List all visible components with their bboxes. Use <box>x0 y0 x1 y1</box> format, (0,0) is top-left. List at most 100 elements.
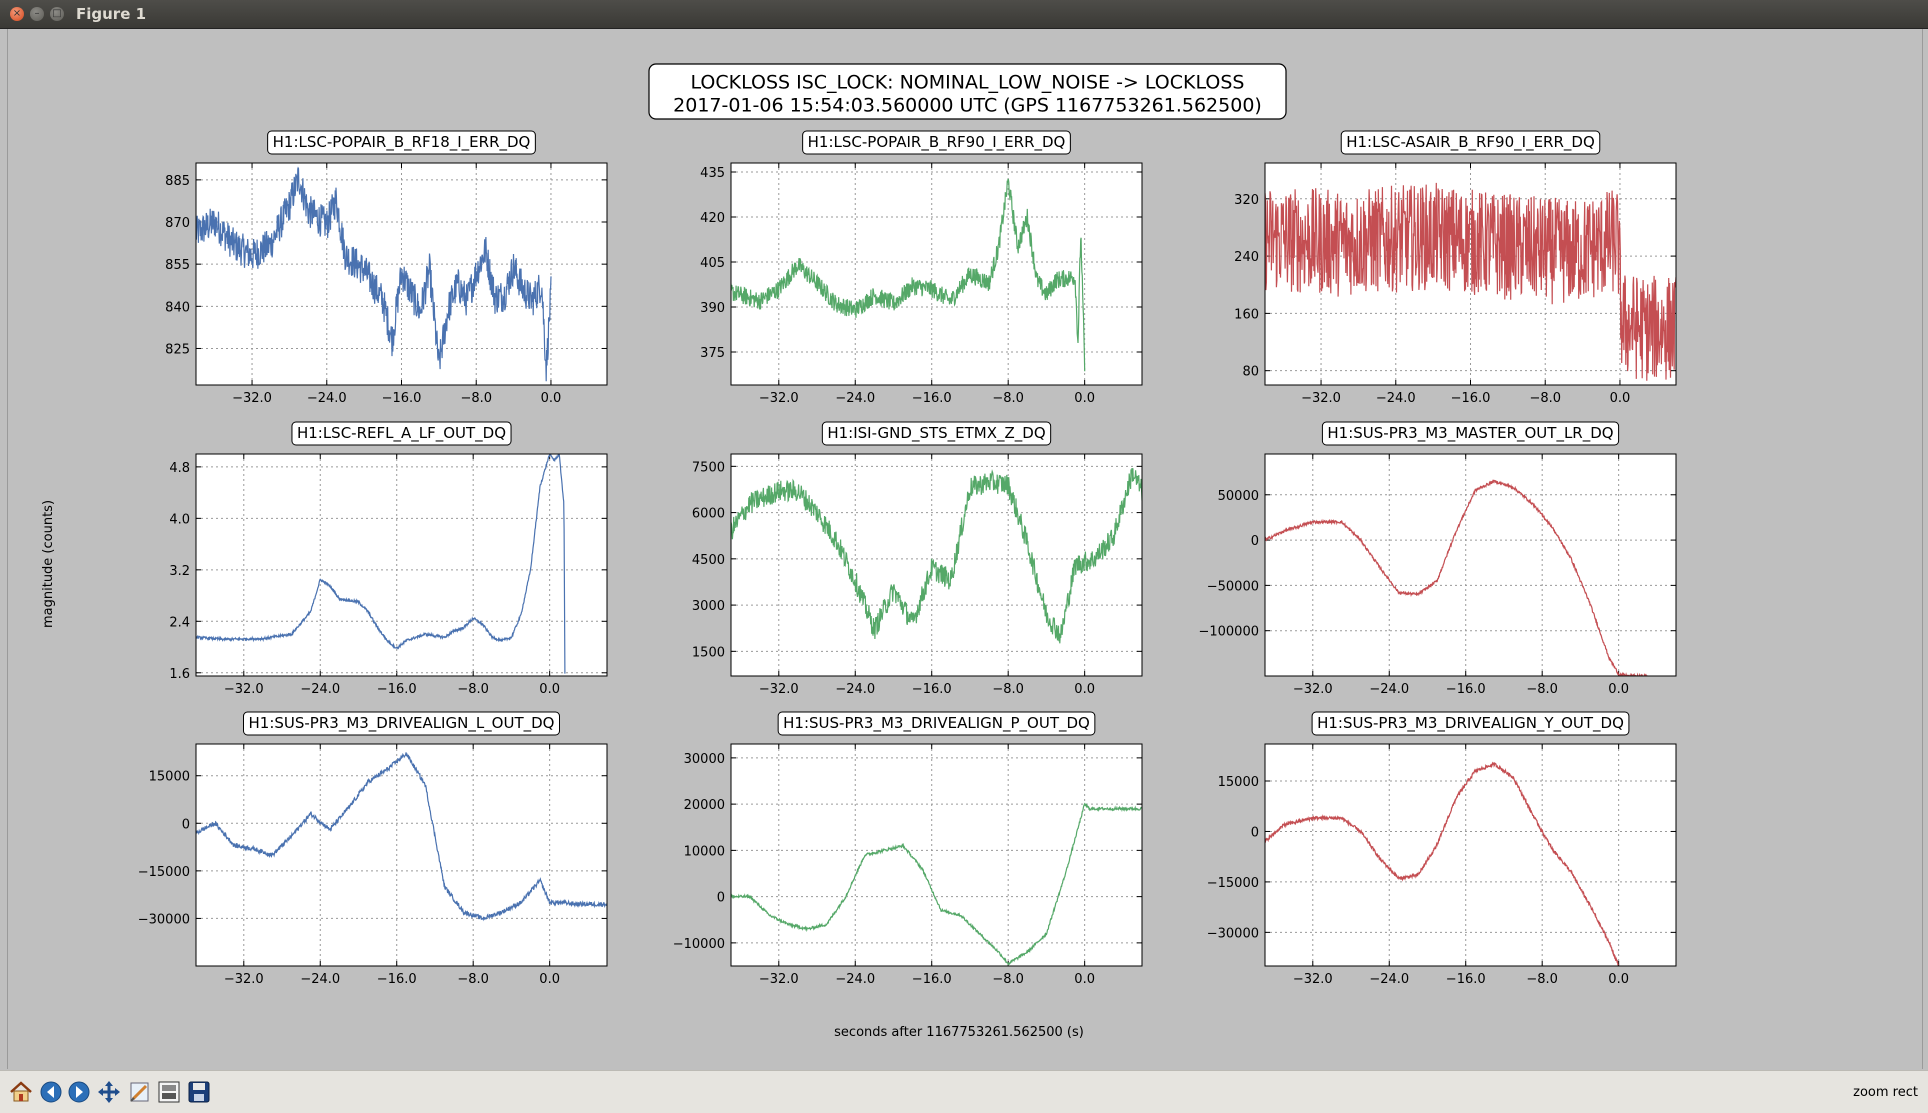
subplot-title-text: H1:LSC-POPAIR_B_RF90_I_ERR_DQ <box>808 133 1066 152</box>
y-tick-label: 15000 <box>149 770 190 785</box>
zoom-rect-icon[interactable] <box>126 1079 152 1105</box>
y-tick-label: 20000 <box>684 798 725 813</box>
y-tick-label: −15000 <box>1207 876 1259 891</box>
subplot-title: H1:LSC-ASAIR_B_RF90_I_ERR_DQ <box>1340 130 1601 155</box>
series-line <box>731 467 1142 644</box>
x-tick-label: −8.0 <box>1529 391 1561 406</box>
plot-area[interactable] <box>196 454 607 676</box>
y-tick-label: 840 <box>165 300 190 315</box>
x-tick-label: −16.0 <box>377 972 417 987</box>
subplot-3: −32.0 −24.0 −16.0 −8.0 0.0 80 160 240 320 H1:LSC-… <box>1234 130 1677 406</box>
series-line <box>731 178 1086 372</box>
x-tick-label: 0.0 <box>1608 682 1629 697</box>
y-tick-label: 390 <box>700 301 725 316</box>
y-tick-label: 50000 <box>1218 489 1259 504</box>
y-tick-label: 855 <box>165 258 190 273</box>
suptitle-line1: LOCKLOSS ISC_LOCK: NOMINAL_LOW_NOISE -> … <box>691 72 1245 94</box>
subplot-title: H1:SUS-PR3_M3_DRIVEALIGN_P_OUT_DQ <box>777 711 1096 736</box>
subplot-title-text: H1:LSC-POPAIR_B_RF18_I_ERR_DQ <box>273 133 531 152</box>
x-tick-label: −32.0 <box>232 391 272 406</box>
close-window-icon[interactable]: × <box>10 7 24 21</box>
home-icon[interactable] <box>8 1079 34 1105</box>
suptitle-box: LOCKLOSS ISC_LOCK: NOMINAL_LOW_NOISE -> … <box>648 63 1287 120</box>
x-tick-label: 0.0 <box>1074 391 1095 406</box>
x-tick-label: −8.0 <box>992 391 1024 406</box>
plot-area[interactable] <box>731 744 1142 966</box>
pan-icon[interactable] <box>96 1079 122 1105</box>
series-line <box>1265 182 1676 381</box>
x-tick-label: −24.0 <box>1369 682 1409 697</box>
maximize-window-icon[interactable]: □ <box>50 7 64 21</box>
x-tick-label: −8.0 <box>457 972 489 987</box>
x-tick-label: 0.0 <box>1074 972 1095 987</box>
x-tick-label: 0.0 <box>1610 391 1631 406</box>
y-tick-label: 30000 <box>684 752 725 767</box>
figure-canvas[interactable]: LOCKLOSS ISC_LOCK: NOMINAL_LOW_NOISE -> … <box>7 29 1923 1069</box>
subplot-title: H1:ISI-GND_STS_ETMX_Z_DQ <box>821 421 1052 446</box>
y-tick-label: 0 <box>182 817 190 832</box>
axes-frame <box>195 162 608 386</box>
subplot-title: H1:SUS-PR3_M3_DRIVEALIGN_Y_OUT_DQ <box>1311 711 1630 736</box>
y-tick-label: 2.4 <box>169 615 190 630</box>
window-titlebar: × – □ Figure 1 <box>0 0 1928 29</box>
axes-frame <box>195 743 608 967</box>
axes-frame <box>730 162 1143 386</box>
y-tick-label: 3.2 <box>169 564 190 579</box>
x-tick-label: −32.0 <box>1293 972 1333 987</box>
subplot-title-text: H1:SUS-PR3_M3_MASTER_OUT_LR_DQ <box>1327 424 1613 443</box>
window-title: Figure 1 <box>76 5 147 23</box>
x-tick-label: −32.0 <box>224 682 264 697</box>
x-tick-label: −32.0 <box>1301 391 1341 406</box>
series-line <box>196 166 552 382</box>
y-tick-label: −100000 <box>1198 625 1259 640</box>
x-tick-label: −24.0 <box>300 972 340 987</box>
x-tick-label: −8.0 <box>1526 972 1558 987</box>
minimize-window-icon[interactable]: – <box>30 7 44 21</box>
plot-area[interactable] <box>731 163 1142 385</box>
x-tick-label: −24.0 <box>835 972 875 987</box>
subplot-6: −32.0 −24.0 −16.0 −8.0 0.0 −100000 −50000 0 5000… <box>1198 421 1677 697</box>
x-tick-label: −16.0 <box>382 391 422 406</box>
series-line <box>731 802 1142 966</box>
x-tick-label: 0.0 <box>541 391 562 406</box>
x-tick-label: −32.0 <box>759 391 799 406</box>
forward-icon[interactable] <box>66 1079 92 1105</box>
y-tick-label: −30000 <box>1207 926 1259 941</box>
x-tick-label: 0.0 <box>539 972 560 987</box>
subplot-9: −32.0 −24.0 −16.0 −8.0 0.0 −30000 −15000 0 15000… <box>1207 711 1677 987</box>
y-tick-label: 80 <box>1242 365 1259 380</box>
y-tick-label: 160 <box>1234 307 1259 322</box>
y-tick-label: 825 <box>165 342 190 357</box>
subplot-title: H1:LSC-POPAIR_B_RF90_I_ERR_DQ <box>802 130 1071 155</box>
x-tick-label: −24.0 <box>835 682 875 697</box>
plot-area[interactable] <box>196 744 607 966</box>
x-tick-label: 0.0 <box>1074 682 1095 697</box>
subplot-title: H1:SUS-PR3_M3_MASTER_OUT_LR_DQ <box>1321 421 1620 446</box>
y-tick-label: 3000 <box>692 599 725 614</box>
save-icon[interactable] <box>186 1079 212 1105</box>
subplot-title: H1:LSC-POPAIR_B_RF18_I_ERR_DQ <box>267 130 536 155</box>
axes-frame <box>1264 743 1677 967</box>
series-line <box>1265 479 1648 676</box>
y-tick-label: 10000 <box>684 844 725 859</box>
x-tick-label: −16.0 <box>1451 391 1491 406</box>
y-tick-label: −50000 <box>1207 579 1259 594</box>
axes-frame <box>1264 162 1677 386</box>
back-icon[interactable] <box>38 1079 64 1105</box>
subplot-5: −32.0 −24.0 −16.0 −8.0 0.0 1500 3000 4500 6000 75… <box>692 421 1143 697</box>
x-tick-label: −8.0 <box>992 682 1024 697</box>
subplot-title-text: H1:LSC-REFL_A_LF_OUT_DQ <box>297 424 506 443</box>
x-tick-label: −8.0 <box>1526 682 1558 697</box>
plot-area[interactable] <box>1265 454 1676 676</box>
y-tick-label: 0 <box>1251 825 1259 840</box>
configure-subplots-icon[interactable] <box>156 1079 182 1105</box>
x-tick-label: −16.0 <box>377 682 417 697</box>
y-tick-label: 0 <box>1251 534 1259 549</box>
x-tick-label: −16.0 <box>1446 972 1486 987</box>
subplot-title-text: H1:SUS-PR3_M3_DRIVEALIGN_P_OUT_DQ <box>783 714 1090 733</box>
x-tick-label: −24.0 <box>835 391 875 406</box>
axes-frame <box>195 453 608 677</box>
y-tick-label: 7500 <box>692 460 725 475</box>
subplot-title: H1:SUS-PR3_M3_DRIVEALIGN_L_OUT_DQ <box>243 711 560 736</box>
y-tick-label: 4.8 <box>169 461 190 476</box>
